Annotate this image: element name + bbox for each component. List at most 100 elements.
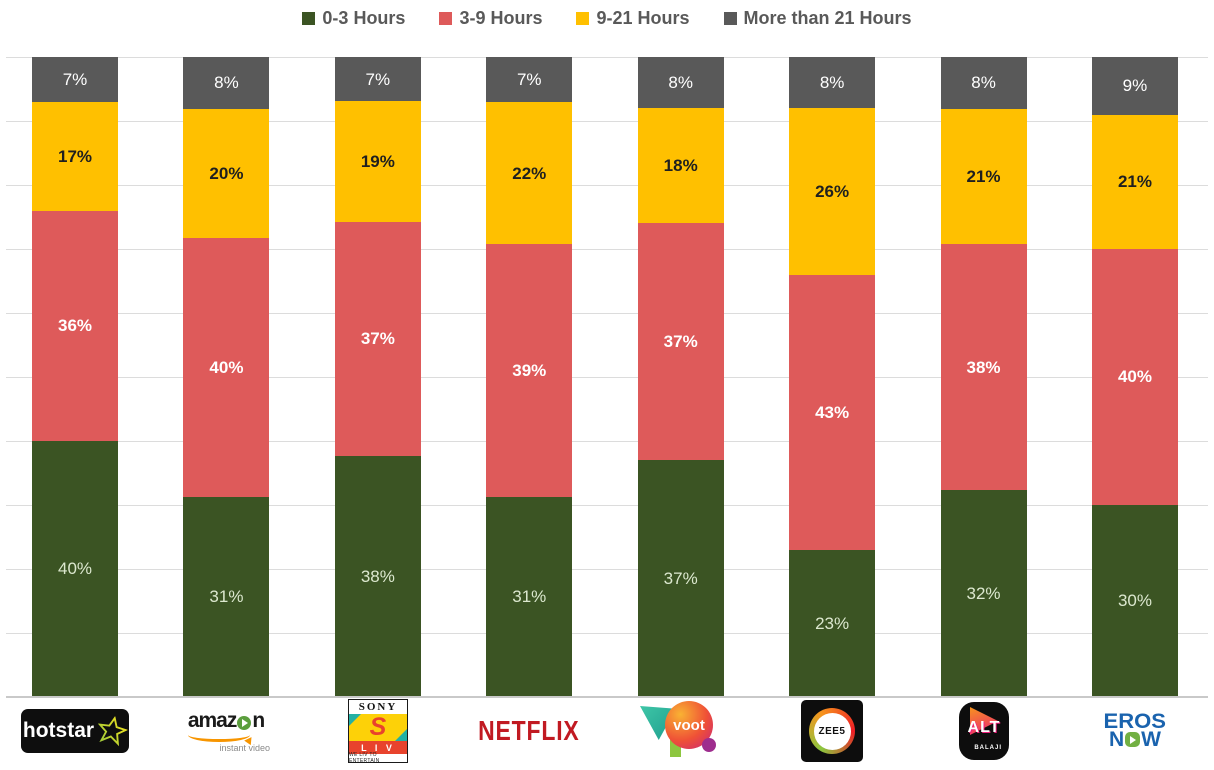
- bar-segment: 7%: [486, 57, 573, 103]
- bar-segment: 26%: [789, 108, 876, 275]
- netflix-wordmark: NETFLIX: [478, 715, 580, 746]
- category-logo-eros-now: EROS N W: [1060, 699, 1210, 763]
- bar-netflix: 7% 22% 39% 31%: [486, 57, 573, 697]
- category-logo-hotstar: hotstar: [0, 699, 150, 763]
- alt-balaji-subtext: BALAJI: [974, 745, 1002, 751]
- voot-purple-dot: [702, 738, 716, 752]
- segment-label: 26%: [815, 181, 850, 201]
- bar-segment: 40%: [1091, 248, 1178, 505]
- eros-now-line: N W: [1108, 728, 1161, 751]
- bars: 7% 17% 36% 40% 8% 20% 40% 31% 7% 19% 37% 38% 7% 22% 39…: [0, 57, 1214, 697]
- hotstar-wordmark: hotstar: [22, 719, 95, 742]
- bar-voot: 8% 18% 37% 37%: [637, 57, 724, 697]
- legend-item-0-3-hours: 0-3 Hours: [302, 8, 405, 29]
- x-axis-baseline: [6, 696, 1208, 698]
- amazon-wordmark: amaz n: [187, 708, 265, 732]
- legend-label: 3-9 Hours: [459, 8, 543, 28]
- segment-label: 21%: [1117, 172, 1152, 192]
- segment-label: 38%: [966, 357, 1001, 377]
- bar-segment: 8%: [637, 57, 724, 109]
- bar-segment: 21%: [940, 108, 1027, 245]
- legend-item-9-21-hours: 9-21 Hours: [576, 8, 690, 29]
- bar-segment: 8%: [183, 57, 270, 109]
- segment-label: 37%: [360, 329, 395, 349]
- hotstar-star-icon: [97, 715, 129, 747]
- bar-alt-balaji: 8% 21% 38% 32%: [940, 57, 1027, 697]
- amazon-subtext: instant video: [219, 742, 270, 753]
- eros-play-icon: [1125, 732, 1141, 748]
- eros-now-n: N: [1108, 728, 1125, 751]
- sony-monogram-panel: S: [349, 714, 407, 741]
- bar-segment: 37%: [637, 223, 724, 461]
- bar-eros-now: 9% 21% 40% 30%: [1091, 57, 1178, 697]
- category-logo-netflix: NETFLIX: [454, 699, 604, 763]
- hotstar-logo: hotstar: [21, 709, 129, 753]
- amazon-text-left: amaz: [187, 708, 238, 732]
- segment-label: 8%: [819, 73, 845, 93]
- legend-item-more-than-21-hours: More than 21 Hours: [723, 8, 912, 29]
- legend-swatch-yellow: [576, 12, 590, 25]
- segment-label: 31%: [209, 587, 244, 607]
- segment-label: 38%: [360, 567, 395, 587]
- chart-legend: 0-3 Hours 3-9 Hours 9-21 Hours More than…: [0, 8, 1214, 29]
- bar-segment: 7%: [334, 57, 421, 102]
- bar-zee5: 8% 26% 43% 23%: [789, 57, 876, 697]
- sony-tagline: WE LIV TO ENTERTAIN: [349, 752, 380, 764]
- category-logo-amazon: amaz n instant video: [151, 699, 301, 763]
- amazon-play-icon: [237, 715, 252, 730]
- segment-label: 8%: [971, 73, 996, 93]
- bar-segment: 43%: [789, 274, 876, 550]
- amazon-text-right: n: [252, 708, 265, 732]
- zee5-wordmark: ZEE5: [818, 725, 846, 737]
- bar-segment: 30%: [1091, 504, 1178, 697]
- segment-label: 7%: [516, 70, 542, 90]
- amazon-logo: amaz n instant video: [180, 710, 272, 753]
- category-logo-voot: voot: [606, 699, 756, 763]
- bar-segment: 40%: [183, 237, 270, 497]
- segment-label: 32%: [966, 584, 1001, 604]
- segment-label: 43%: [815, 402, 850, 422]
- legend-label: 9-21 Hours: [596, 8, 690, 28]
- legend-label: More than 21 Hours: [743, 8, 912, 28]
- segment-label: 7%: [365, 69, 391, 89]
- segment-label: 22%: [512, 163, 547, 183]
- zee5-ring-icon: ZEE5: [809, 708, 855, 754]
- category-logo-alt-balaji: ALT BALAJI: [909, 699, 1059, 763]
- legend-swatch-green: [302, 12, 316, 25]
- bar-segment: 21%: [1091, 114, 1178, 249]
- legend-swatch-gray: [723, 12, 737, 25]
- bar-amazon-instant-video: 8% 20% 40% 31%: [183, 57, 270, 697]
- segment-label: 30%: [1117, 591, 1152, 611]
- legend-label: 0-3 Hours: [322, 8, 406, 28]
- bar-segment: 37%: [334, 221, 421, 457]
- segment-label: 40%: [1117, 367, 1152, 387]
- bar-hotstar: 7% 17% 36% 40%: [32, 57, 118, 697]
- segment-label: 8%: [214, 73, 239, 93]
- voot-logo: voot: [638, 701, 724, 761]
- bar-segment: 8%: [940, 57, 1027, 109]
- bar-segment: 17%: [32, 101, 118, 211]
- bar-segment: 9%: [1091, 57, 1178, 115]
- sony-s-monogram: S: [369, 714, 387, 741]
- bar-segment: 32%: [940, 490, 1027, 697]
- voot-wordmark: voot: [673, 716, 705, 734]
- bar-segment: 20%: [183, 108, 270, 238]
- bar-segment: 36%: [32, 210, 118, 441]
- segment-label: 37%: [663, 569, 698, 589]
- bar-segment: 31%: [183, 496, 270, 697]
- segment-label: 20%: [209, 163, 244, 183]
- zee5-inner-circle: ZEE5: [813, 712, 851, 750]
- bar-sony-liv: 7% 19% 37% 38%: [334, 57, 421, 697]
- zee5-logo: ZEE5: [801, 700, 863, 762]
- bar-segment: 40%: [32, 440, 118, 697]
- eros-now-logo: EROS N W: [1104, 711, 1166, 751]
- segment-label: 17%: [57, 146, 93, 166]
- bar-segment: 38%: [940, 244, 1027, 491]
- bar-segment: 23%: [789, 549, 876, 697]
- sony-teal-wedge: [395, 729, 407, 741]
- sony-wordmark: SONY: [358, 701, 398, 713]
- bar-segment: 7%: [32, 57, 118, 102]
- bar-segment: 37%: [637, 460, 724, 697]
- segment-label: 36%: [57, 316, 93, 336]
- segment-label: 18%: [663, 156, 698, 176]
